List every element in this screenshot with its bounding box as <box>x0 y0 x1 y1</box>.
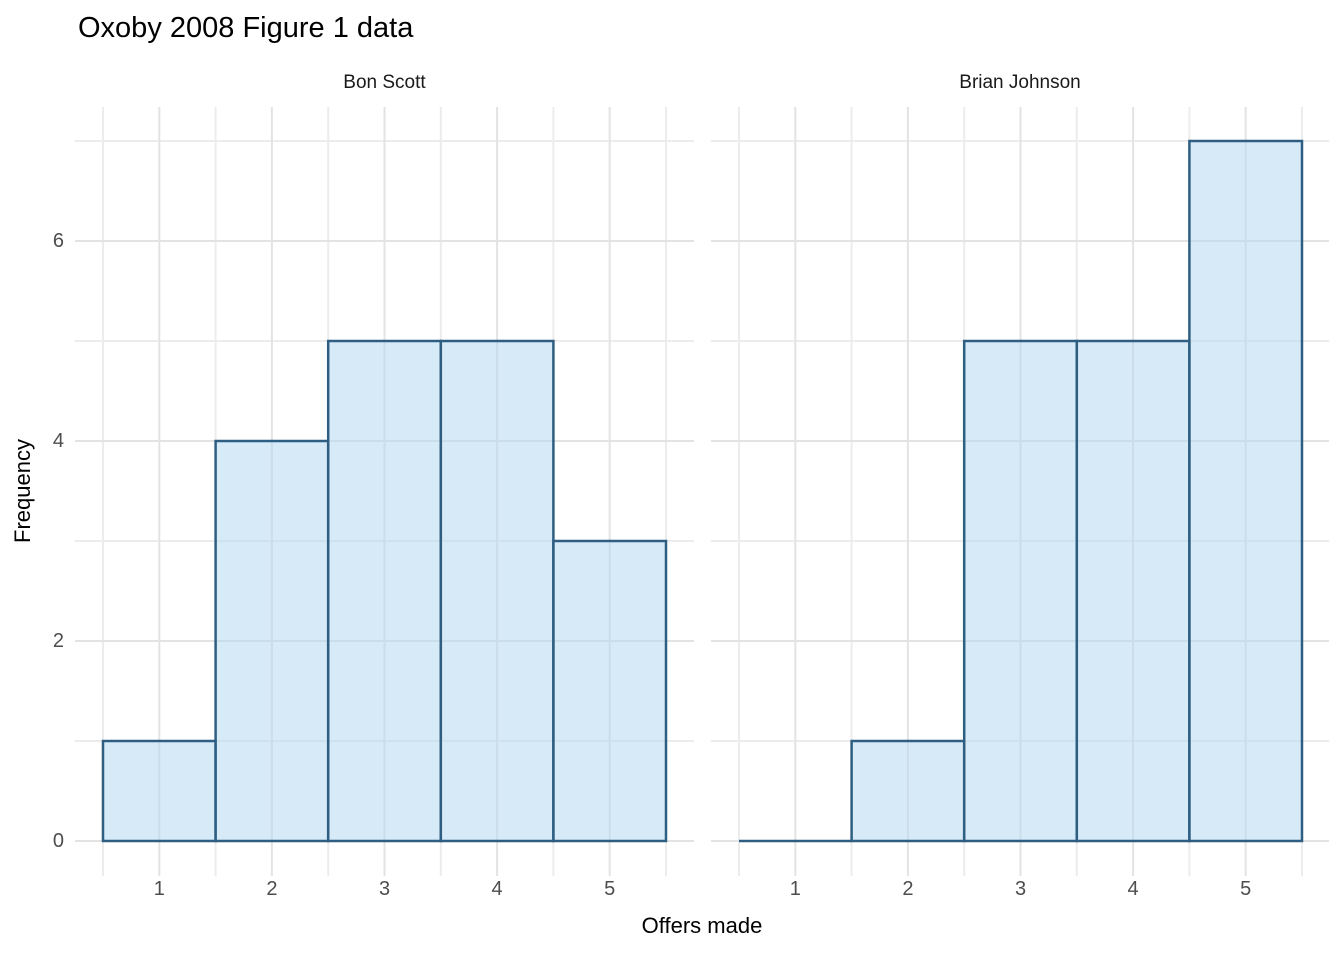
facet-strip-bon-scott: Bon Scott <box>343 72 426 93</box>
y-tick-label: 0 <box>52 830 64 852</box>
x-tick-label: 2 <box>266 878 278 900</box>
histogram-bar <box>552 539 668 843</box>
y-tick-label: 6 <box>52 230 64 252</box>
histogram-bar <box>214 439 330 843</box>
x-tick-label: 1 <box>789 878 801 900</box>
x-tick-label: 3 <box>1014 878 1027 900</box>
x-axis-title: Offers made <box>641 913 763 938</box>
facet-strip-brian-johnson: Brian Johnson <box>959 72 1081 93</box>
panel-canvas <box>711 107 1329 876</box>
x-tick-label: 4 <box>491 878 503 900</box>
y-tick-label: 4 <box>52 430 64 452</box>
x-tick-label: 1 <box>153 878 165 900</box>
x-tick-label: 5 <box>1240 878 1252 900</box>
histogram-bar <box>439 339 555 843</box>
x-tick-label: 2 <box>902 878 914 900</box>
facet-panel-brian-johnson <box>711 107 1329 876</box>
chart-title: Oxoby 2008 Figure 1 data <box>78 12 414 44</box>
y-axis-title: Frequency <box>10 439 35 543</box>
x-tick-label: 4 <box>1127 878 1139 900</box>
panel-canvas <box>75 107 694 876</box>
histogram-bar <box>101 739 217 843</box>
x-tick-label: 3 <box>378 878 391 900</box>
histogram-bar <box>1075 339 1191 843</box>
facet-panel-bon-scott <box>75 107 694 876</box>
histogram-bar <box>1188 139 1304 843</box>
histogram-bar <box>326 339 443 843</box>
histogram-bar <box>962 339 1079 843</box>
x-tick-label: 5 <box>604 878 616 900</box>
histogram-bar <box>850 739 966 843</box>
y-tick-label: 2 <box>52 630 64 652</box>
